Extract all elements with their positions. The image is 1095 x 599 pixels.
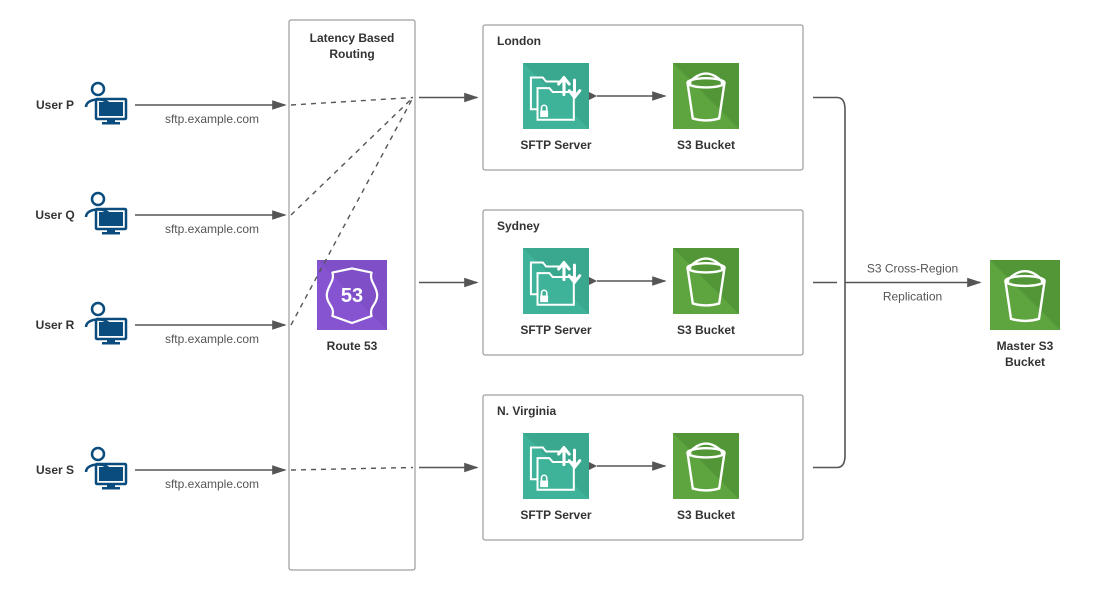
- region-sydney-sftp-icon: [523, 248, 589, 314]
- user-s-label: User S: [36, 463, 74, 477]
- region-nvirginia-title: N. Virginia: [497, 404, 556, 418]
- master-label-2: Bucket: [1005, 355, 1045, 369]
- user-r-domain: sftp.example.com: [165, 332, 259, 346]
- region-nvirginia-s3-icon: [673, 433, 739, 499]
- dashed-route-0: [291, 98, 413, 106]
- region-nvirginia-arrow-left: [589, 462, 597, 470]
- region-london-s3-icon: [673, 63, 739, 129]
- route53-label: Route 53: [327, 339, 378, 353]
- user-p-domain: sftp.example.com: [165, 112, 259, 126]
- user-s-icon: [86, 448, 126, 490]
- repl-label-2: Replication: [883, 290, 942, 304]
- region-london-s3-label: S3 Bucket: [677, 138, 735, 152]
- region-sydney-arrow-left: [589, 277, 597, 285]
- route53-icon: 53: [317, 260, 387, 330]
- region-sydney-s3-icon: [673, 248, 739, 314]
- region-sydney-s3-label: S3 Bucket: [677, 323, 735, 337]
- repl-bracket: [837, 98, 845, 468]
- region-london-arrow-left: [589, 92, 597, 100]
- repl-label-1: S3 Cross-Region: [867, 262, 958, 276]
- user-q-icon: [86, 193, 126, 235]
- region-london-sftp-label: SFTP Server: [520, 138, 591, 152]
- master-s3-icon: [990, 260, 1060, 330]
- region-london-sftp-icon: [523, 63, 589, 129]
- region-nvirginia-sftp-label: SFTP Server: [520, 508, 591, 522]
- user-p-icon: [86, 83, 126, 125]
- region-nvirginia-s3-label: S3 Bucket: [677, 508, 735, 522]
- user-r-label: User R: [36, 318, 75, 332]
- master-label-1: Master S3: [997, 339, 1054, 353]
- user-s-domain: sftp.example.com: [165, 477, 259, 491]
- dashed-route-3: [291, 468, 413, 471]
- svg-text:53: 53: [341, 285, 363, 307]
- router-title-2: Routing: [329, 47, 374, 61]
- user-q-label: User Q: [35, 208, 74, 222]
- region-nvirginia-sftp-icon: [523, 433, 589, 499]
- user-q-domain: sftp.example.com: [165, 222, 259, 236]
- user-r-icon: [86, 303, 126, 345]
- region-sydney-title: Sydney: [497, 219, 540, 233]
- user-p-label: User P: [36, 98, 74, 112]
- router-title-1: Latency Based: [310, 31, 395, 45]
- region-sydney-sftp-label: SFTP Server: [520, 323, 591, 337]
- region-london-title: London: [497, 34, 541, 48]
- dashed-route-1: [291, 98, 413, 216]
